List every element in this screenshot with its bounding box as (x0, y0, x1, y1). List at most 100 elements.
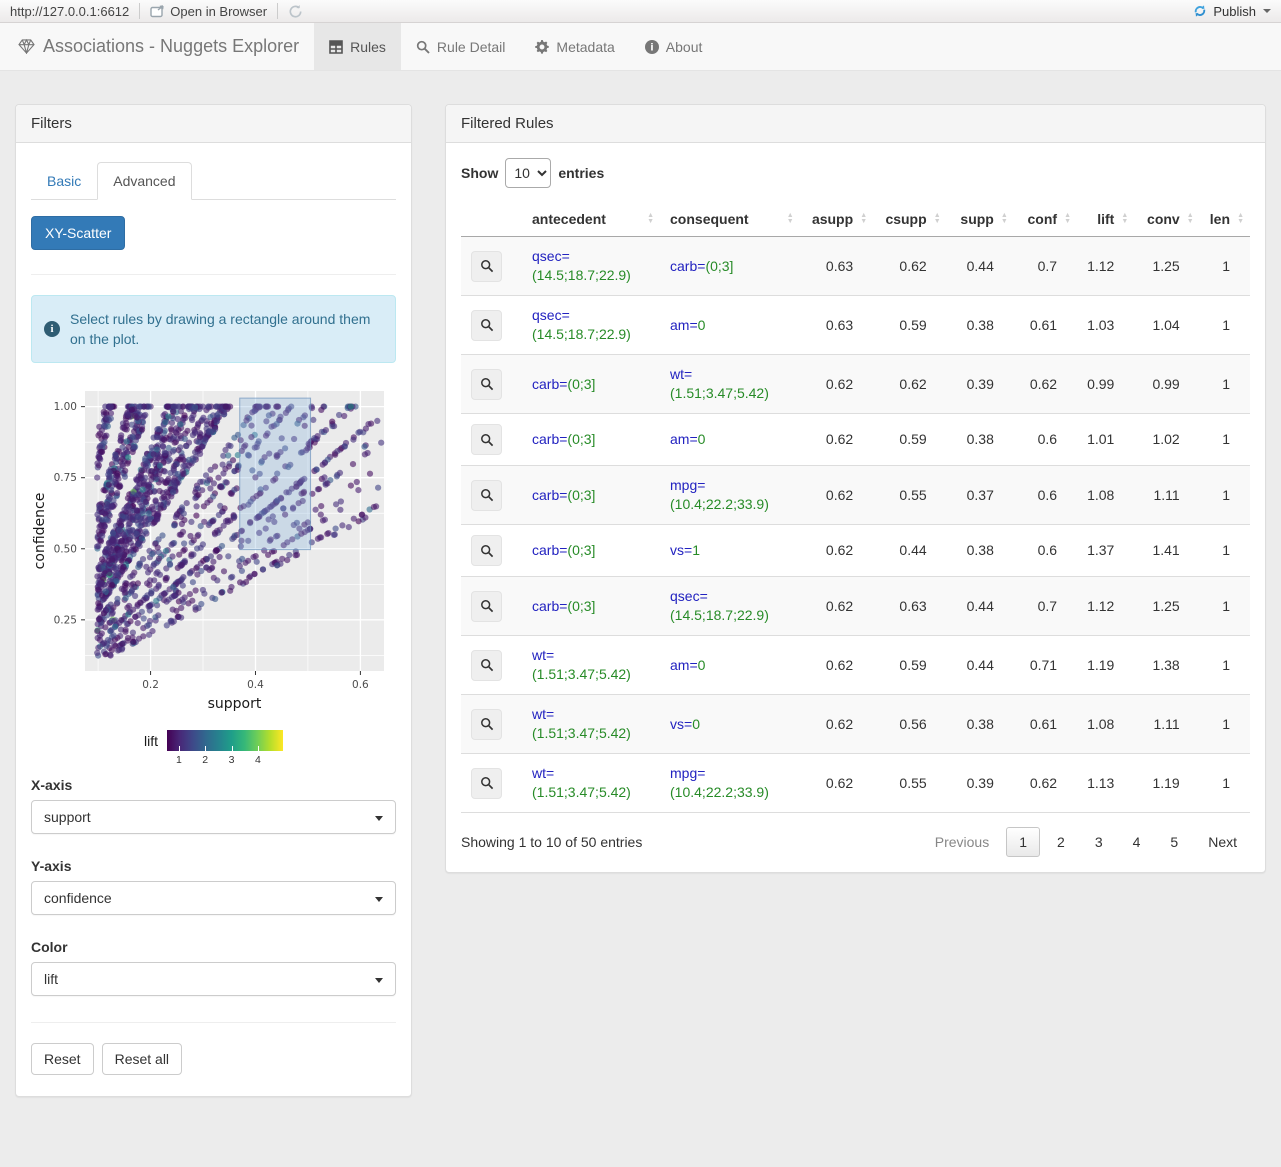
magnifier-icon (480, 378, 493, 391)
table-row: carb=(0;3] qsec=(14.5;18.7;22.9) 0.62 0.63 0… (461, 576, 1250, 636)
column-header-conf[interactable]: conf ▲ ▼ (1013, 202, 1078, 237)
pagination-previous[interactable]: Previous (934, 834, 990, 850)
inspect-rule-button[interactable] (471, 708, 502, 740)
pagination-next[interactable]: Next (1208, 834, 1237, 850)
supp-cell: 0.39 (966, 774, 994, 791)
magnifier-icon (480, 489, 493, 502)
lift-cell: 1.19 (1087, 656, 1115, 673)
column-header-supp[interactable]: supp ▲ ▼ (946, 202, 1014, 237)
pagination-page-2[interactable]: 2 (1057, 834, 1065, 850)
pagination-page-4[interactable]: 4 (1132, 834, 1141, 850)
table-row: carb=(0;3] am=0 0.62 0.59 0.38 0.6 1.01 1.02 1 (461, 413, 1250, 466)
antecedent-cell: qsec=(14.5;18.7;22.9) (532, 307, 631, 342)
column-header-lift[interactable]: lift ▲ ▼ (1077, 202, 1135, 237)
magnifier-icon (480, 600, 493, 613)
svg-text:0.2: 0.2 (142, 679, 159, 691)
brush-selection-rect[interactable] (239, 397, 312, 551)
pagination-page-1[interactable]: 1 (1006, 827, 1041, 857)
inspect-rule-button[interactable] (471, 649, 502, 681)
filters-tab-advanced[interactable]: Advanced (97, 162, 192, 200)
xy-scatter-button[interactable]: XY-Scatter (31, 216, 126, 250)
reset-button[interactable]: Reset (31, 1043, 94, 1075)
scatter-plot-svg[interactable]: 0.2 0.4 0.6 0.25 0.50 0.75 1.00 support confiden… (31, 385, 387, 715)
tab-about[interactable]: i About (630, 23, 718, 70)
gear-icon (535, 39, 550, 54)
table-row: wt=(1.51;3.47;5.42) vs=0 0.62 0.56 0.38 0.61 1… (461, 694, 1250, 754)
consequent-cell: am=0 (670, 316, 706, 333)
asupp-cell: 0.62 (825, 542, 854, 558)
asupp-cell: 0.62 (825, 656, 854, 673)
open-in-browser-button[interactable]: Open in Browser (140, 0, 277, 22)
filters-tab-basic[interactable]: Basic (47, 173, 82, 189)
color-select[interactable]: lift (31, 962, 396, 996)
supp-cell: 0.38 (966, 316, 994, 333)
inspect-rule-button[interactable] (471, 368, 502, 400)
lift-color-legend: lift 1 2 3 4 (31, 730, 396, 766)
conf-cell: 0.7 (1037, 597, 1058, 614)
chevron-down-icon (375, 816, 383, 821)
table-row: carb=(0;3] wt=(1.51;3.47;5.42) 0.62 0.62 0.3… (461, 354, 1250, 414)
viridis-gradient-bar (167, 730, 283, 751)
sort-icon: ▲ ▼ (1064, 212, 1072, 225)
publish-button[interactable]: Publish (1182, 4, 1281, 19)
len-cell: 1 (1222, 375, 1230, 392)
inspect-rule-button[interactable] (471, 535, 502, 566)
legend-tick-label: 4 (255, 754, 261, 766)
reset-all-button[interactable]: Reset all (101, 1043, 183, 1075)
svg-text:i: i (650, 42, 653, 53)
conv-cell: 1.11 (1153, 715, 1180, 732)
column-header-consequent[interactable]: consequent ▲ ▼ (660, 202, 800, 237)
y-axis-select[interactable]: confidence (31, 881, 396, 915)
x-axis-title: support (208, 696, 262, 712)
inspect-rule-button[interactable] (471, 479, 502, 511)
page-length-select[interactable]: 10 (505, 158, 552, 188)
tab-rules[interactable]: Rules (314, 23, 401, 70)
tab-rule-detail[interactable]: Rule Detail (401, 23, 520, 70)
inspect-rule-button[interactable] (471, 424, 502, 455)
asupp-cell: 0.62 (825, 774, 854, 791)
column-header-conv[interactable]: conv ▲ ▼ (1134, 202, 1200, 237)
conv-cell: 0.99 (1152, 375, 1180, 392)
len-cell: 1 (1222, 542, 1230, 558)
tab-metadata[interactable]: Metadata (520, 23, 629, 70)
supp-cell: 0.44 (966, 257, 994, 274)
csupp-cell: 0.59 (899, 316, 927, 333)
supp-cell: 0.37 (966, 486, 994, 503)
show-label: Show (461, 165, 499, 181)
pagination-page-5[interactable]: 5 (1170, 834, 1179, 850)
pagination-page-3[interactable]: 3 (1094, 834, 1103, 850)
lift-cell: 0.99 (1087, 375, 1115, 392)
inspect-rule-button[interactable] (471, 590, 502, 622)
plot-help-alert: i Select rules by drawing a rectangle ar… (31, 295, 396, 363)
asupp-cell: 0.63 (825, 257, 854, 274)
app-url: http://127.0.0.1:6612 (10, 3, 130, 19)
sort-icon: ▲ ▼ (1121, 212, 1129, 225)
asupp-cell: 0.63 (825, 316, 854, 333)
supp-cell: 0.44 (966, 597, 994, 614)
y-axis-title: confidence (32, 493, 48, 570)
asupp-cell: 0.62 (825, 375, 854, 392)
column-header-asupp[interactable]: asupp ▲ ▼ (799, 202, 874, 237)
column-header-antecedent[interactable]: antecedent ▲ ▼ (522, 202, 661, 237)
inspect-rule-button[interactable] (471, 767, 502, 799)
antecedent-cell: carb=(0;3] (532, 486, 596, 503)
x-axis-select[interactable]: support (31, 800, 396, 834)
conf-cell: 0.61 (1029, 316, 1058, 333)
asupp-cell: 0.62 (825, 486, 854, 503)
y-axis-selected-value: confidence (44, 890, 112, 906)
asupp-cell: 0.62 (825, 431, 854, 447)
consequent-cell: qsec=(14.5;18.7;22.9) (670, 588, 769, 623)
sort-icon: ▲ ▼ (1237, 212, 1244, 225)
csupp-cell: 0.56 (899, 715, 927, 732)
inspect-rule-button[interactable] (471, 309, 502, 341)
column-header-len[interactable]: len ▲ ▼ (1199, 202, 1250, 237)
sort-icon: ▲ ▼ (933, 212, 941, 225)
inspect-rule-button[interactable] (471, 250, 502, 282)
info-icon: i (644, 39, 659, 54)
supp-cell: 0.39 (966, 375, 994, 392)
csupp-cell: 0.59 (899, 656, 927, 673)
refresh-button[interactable] (278, 0, 313, 22)
filters-panel: Filters Basic Advanced XY-Scatter i Sele… (15, 104, 412, 1097)
rules-scatter-plot[interactable]: 0.2 0.4 0.6 0.25 0.50 0.75 1.00 support confiden… (31, 385, 396, 720)
column-header-csupp[interactable]: csupp ▲ ▼ (873, 202, 947, 237)
